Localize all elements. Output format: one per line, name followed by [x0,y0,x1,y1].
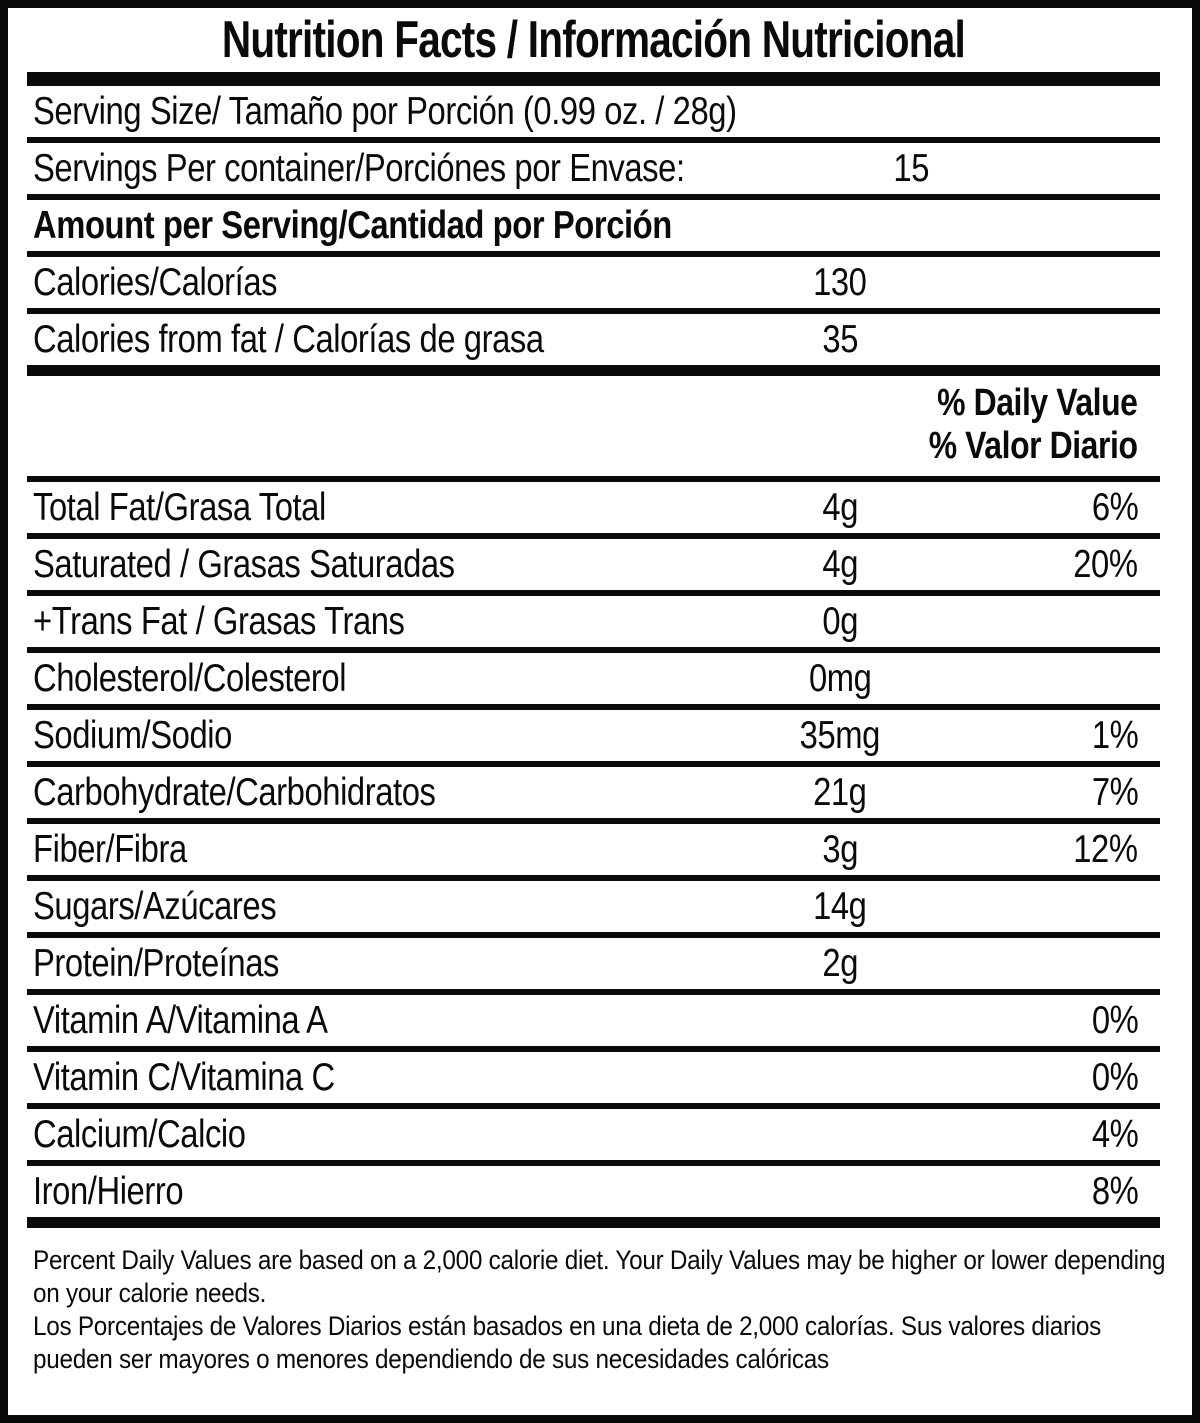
label-title: Nutrition Facts / Información Nutriciona… [221,11,966,69]
nutrient-amount: 0mg [808,656,872,700]
servings-per-container-value: 15 [893,146,930,190]
title-divider-bar [27,72,1160,86]
nutrient-dv: 6% [1091,485,1138,529]
section-divider-bar [27,365,1160,376]
row-calories-from-fat: Calories from fat / Calorías de grasa 35 [27,314,1160,365]
nutrient-label: Fiber/Fibra [33,827,187,871]
nutrient-label: Cholesterol/Colesterol [33,656,347,700]
amount-per-serving-header: Amount per Serving/Cantidad por Porción [33,203,672,247]
footnote-divider-bar [27,1217,1160,1228]
row-servings-per-container: Servings Per container/Porciónes por Env… [27,143,1160,200]
row-protein: Protein/Proteínas 2g [27,938,1160,995]
row-vitamin-c: Vitamin C/Vitamina C 0% [27,1052,1160,1109]
title-row: Nutrition Facts / Información Nutriciona… [27,8,1160,72]
nutrient-amount: 2g [822,941,858,985]
nutrient-label: Sugars/Azúcares [33,884,277,928]
footnote-spanish: Los Porcentajes de Valores Diarios están… [33,1310,1102,1374]
nutrient-dv: 0% [1091,1055,1138,1099]
row-cholesterol: Cholesterol/Colesterol 0mg [27,653,1160,710]
label-content: Nutrition Facts / Información Nutriciona… [27,8,1165,1415]
nutrient-amount: 21g [813,770,867,814]
nutrient-dv: 0% [1091,998,1138,1042]
nutrient-amount: 14g [813,884,867,928]
nutrient-amount: 35 [822,317,858,361]
row-vitamin-a: Vitamin A/Vitamina A 0% [27,995,1160,1052]
footnote-english: Percent Daily Values are based on a 2,00… [33,1245,1166,1308]
nutrient-dv: 7% [1091,770,1138,814]
nutrient-dv: 1% [1091,713,1138,757]
row-calcium: Calcium/Calcio 4% [27,1109,1160,1166]
nutrient-label: Calories from fat / Calorías de grasa [33,317,544,361]
row-trans-fat: +Trans Fat / Grasas Trans 0g [27,596,1160,653]
row-amount-per-serving-header: Amount per Serving/Cantidad por Porción [27,200,1160,257]
nutrient-dv: 8% [1091,1169,1138,1213]
nutrient-label: Sodium/Sodio [33,713,232,757]
daily-value-header: % Daily Value % Valor Diario [27,376,1160,482]
nutrient-amount: 4g [822,485,858,529]
servings-per-container-label: Servings Per container/Porciónes por Env… [33,146,685,190]
row-sodium: Sodium/Sodio 35mg 1% [27,710,1160,767]
nutrient-amount: 3g [822,827,858,871]
nutrient-amount: 35mg [799,713,881,757]
row-serving-size: Serving Size/ Tamaño por Porción (0.99 o… [27,86,1160,143]
nutrient-amount: 130 [813,260,867,304]
row-sugars: Sugars/Azúcares 14g [27,881,1160,938]
nutrient-label: Vitamin C/Vitamina C [33,1055,335,1099]
nutrient-label: Vitamin A/Vitamina A [33,998,328,1042]
nutrient-label: Calories/Calorías [33,260,278,304]
nutrient-label: Iron/Hierro [33,1169,184,1213]
nutrient-dv: 4% [1091,1112,1138,1156]
nutrient-amount: 0g [822,599,858,643]
row-carbohydrate: Carbohydrate/Carbohidratos 21g 7% [27,767,1160,824]
nutrient-label: Total Fat/Grasa Total [33,485,326,529]
serving-size-label: Serving Size/ Tamaño por Porción (0.99 o… [33,89,737,133]
nutrient-label: Protein/Proteínas [33,941,279,985]
row-saturated-fat: Saturated / Grasas Saturadas 4g 20% [27,539,1160,596]
daily-value-header-en: % Daily Value [937,382,1139,424]
nutrient-dv: 12% [1073,827,1139,871]
nutrient-amount: 4g [822,542,858,586]
nutrient-label: Calcium/Calcio [33,1112,246,1156]
row-fiber: Fiber/Fibra 3g 12% [27,824,1160,881]
row-iron: Iron/Hierro 8% [27,1166,1160,1217]
row-calories: Calories/Calorías 130 [27,257,1160,314]
footnote: Percent Daily Values are based on a 2,00… [27,1228,1165,1415]
nutrient-label: Carbohydrate/Carbohidratos [33,770,436,814]
daily-value-header-es: % Valor Diario [929,425,1138,467]
row-total-fat: Total Fat/Grasa Total 4g 6% [27,482,1160,539]
nutrient-label: Saturated / Grasas Saturadas [33,542,455,586]
nutrient-label: +Trans Fat / Grasas Trans [33,599,405,643]
nutrient-dv: 20% [1073,542,1139,586]
